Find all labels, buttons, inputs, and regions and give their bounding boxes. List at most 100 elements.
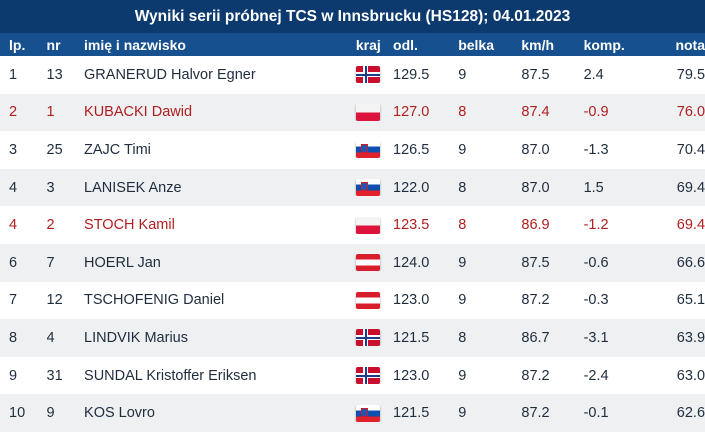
cell-country xyxy=(344,404,393,422)
cell-athlete-name: KUBACKI Dawid xyxy=(84,104,193,121)
flag-slovenia-icon xyxy=(356,404,381,422)
header-distance: odl. xyxy=(393,36,418,53)
cell-rank: 10 xyxy=(9,405,26,422)
flag-austria-icon xyxy=(356,291,381,309)
table-row: 2 1 KUBACKI Dawid 127.0 8 87.4 -0.9 76.0 xyxy=(0,93,705,132)
header-lp: lp. xyxy=(9,36,26,53)
cell-distance: 123.5 xyxy=(393,217,430,234)
cell-score: 63.0 xyxy=(676,367,705,384)
cell-compensation: 2.4 xyxy=(583,66,604,83)
table-row: 4 3 LANISEK Anze 122.0 8 87.0 1.5 69.4 xyxy=(0,168,705,207)
cell-rank: 7 xyxy=(9,292,18,309)
cell-country xyxy=(344,329,393,347)
cell-bib-number: 4 xyxy=(46,329,55,346)
table-row: 4 2 STOCH Kamil 123.5 8 86.9 -1.2 69.4 xyxy=(0,206,705,244)
cell-athlete-name: SUNDAL Kristoffer Eriksen xyxy=(84,367,257,384)
cell-gate: 9 xyxy=(458,66,467,83)
flag-poland-icon xyxy=(356,216,381,234)
cell-bib-number: 3 xyxy=(46,179,55,196)
cell-country xyxy=(344,141,393,159)
cell-country xyxy=(344,291,393,309)
cell-distance: 121.5 xyxy=(393,329,430,346)
cell-athlete-name: STOCH Kamil xyxy=(84,217,175,234)
cell-country xyxy=(344,66,393,84)
cell-distance: 123.0 xyxy=(393,367,430,384)
cell-compensation: -0.6 xyxy=(583,254,609,271)
cell-athlete-name: TSCHOFENIG Daniel xyxy=(84,292,225,309)
table-row: 6 7 HOERL Jan 124.0 9 87.5 -0.6 66.6 xyxy=(0,243,705,282)
table-row: 7 12 TSCHOFENIG Daniel 123.0 9 87.2 -0.3 65.1 xyxy=(0,281,705,320)
cell-gate: 8 xyxy=(458,104,467,121)
cell-score: 79.5 xyxy=(676,66,705,83)
flag-austria-icon xyxy=(356,254,381,272)
header-compensation: komp. xyxy=(583,36,625,53)
cell-score: 76.0 xyxy=(676,104,705,121)
cell-distance: 123.0 xyxy=(393,292,430,309)
cell-gate: 9 xyxy=(458,292,467,309)
cell-speed: 86.9 xyxy=(521,217,550,234)
cell-distance: 121.5 xyxy=(393,405,430,422)
cell-compensation: -3.1 xyxy=(583,329,609,346)
cell-rank: 2 xyxy=(9,104,18,121)
cell-score: 63.9 xyxy=(676,329,705,346)
table-row: 3 25 ZAJC Timi 126.5 9 87.0 -1.3 70.4 xyxy=(0,131,705,169)
cell-athlete-name: GRANERUD Halvor Egner xyxy=(84,66,256,83)
cell-rank: 6 xyxy=(9,254,18,271)
cell-country xyxy=(344,179,393,197)
cell-rank: 4 xyxy=(9,179,18,196)
table-row: 8 4 LINDVIK Marius 121.5 8 86.7 -3.1 63.9 xyxy=(0,319,705,357)
cell-distance: 124.0 xyxy=(393,254,430,271)
table-header: lp. nr imię i nazwisko kraj odl. belka k… xyxy=(0,33,705,56)
cell-speed: 87.5 xyxy=(521,254,550,271)
cell-bib-number: 12 xyxy=(46,292,63,309)
cell-gate: 9 xyxy=(458,405,467,422)
cell-country xyxy=(344,216,393,234)
cell-speed: 86.7 xyxy=(521,329,550,346)
table-title: Wyniki serii próbnej TCS w Innsbrucku (H… xyxy=(0,0,705,33)
cell-gate: 9 xyxy=(458,254,467,271)
cell-speed: 87.0 xyxy=(521,141,550,158)
flag-norway-icon xyxy=(356,66,381,84)
cell-athlete-name: ZAJC Timi xyxy=(84,141,151,158)
cell-athlete-name: LINDVIK Marius xyxy=(84,329,188,346)
cell-compensation: -0.1 xyxy=(583,405,609,422)
cell-gate: 8 xyxy=(458,217,467,234)
cell-speed: 87.0 xyxy=(521,179,550,196)
cell-speed: 87.4 xyxy=(521,104,550,121)
cell-compensation: -2.4 xyxy=(583,367,609,384)
cell-score: 70.4 xyxy=(676,141,705,158)
header-score: nota xyxy=(675,36,705,53)
flag-slovenia-icon xyxy=(356,179,381,197)
cell-bib-number: 2 xyxy=(46,217,55,234)
cell-speed: 87.5 xyxy=(521,66,550,83)
header-name: imię i nazwisko xyxy=(84,36,186,53)
header-speed: km/h xyxy=(521,36,555,53)
cell-rank: 4 xyxy=(9,217,18,234)
cell-score: 65.1 xyxy=(676,292,705,309)
cell-bib-number: 25 xyxy=(46,141,63,158)
cell-distance: 127.0 xyxy=(393,104,430,121)
cell-bib-number: 7 xyxy=(46,254,55,271)
cell-score: 62.6 xyxy=(676,405,705,422)
cell-bib-number: 9 xyxy=(46,405,55,422)
cell-speed: 87.2 xyxy=(521,405,550,422)
cell-rank: 3 xyxy=(9,141,18,158)
cell-score: 66.6 xyxy=(676,254,705,271)
cell-bib-number: 31 xyxy=(46,367,63,384)
cell-athlete-name: HOERL Jan xyxy=(84,254,161,271)
cell-rank: 1 xyxy=(9,66,18,83)
cell-bib-number: 13 xyxy=(46,66,63,83)
cell-athlete-name: KOS Lovro xyxy=(84,405,155,422)
cell-score: 69.4 xyxy=(676,179,705,196)
cell-compensation: -1.2 xyxy=(583,217,609,234)
header-gate: belka xyxy=(458,36,494,53)
cell-speed: 87.2 xyxy=(521,292,550,309)
cell-gate: 9 xyxy=(458,141,467,158)
cell-compensation: -1.3 xyxy=(583,141,609,158)
cell-bib-number: 1 xyxy=(46,104,55,121)
cell-country xyxy=(344,103,393,121)
cell-country xyxy=(344,254,393,272)
header-nr: nr xyxy=(46,36,61,53)
table-body: 1 13 GRANERUD Halvor Egner 129.5 9 87.5 2.4 79.… xyxy=(0,56,705,432)
